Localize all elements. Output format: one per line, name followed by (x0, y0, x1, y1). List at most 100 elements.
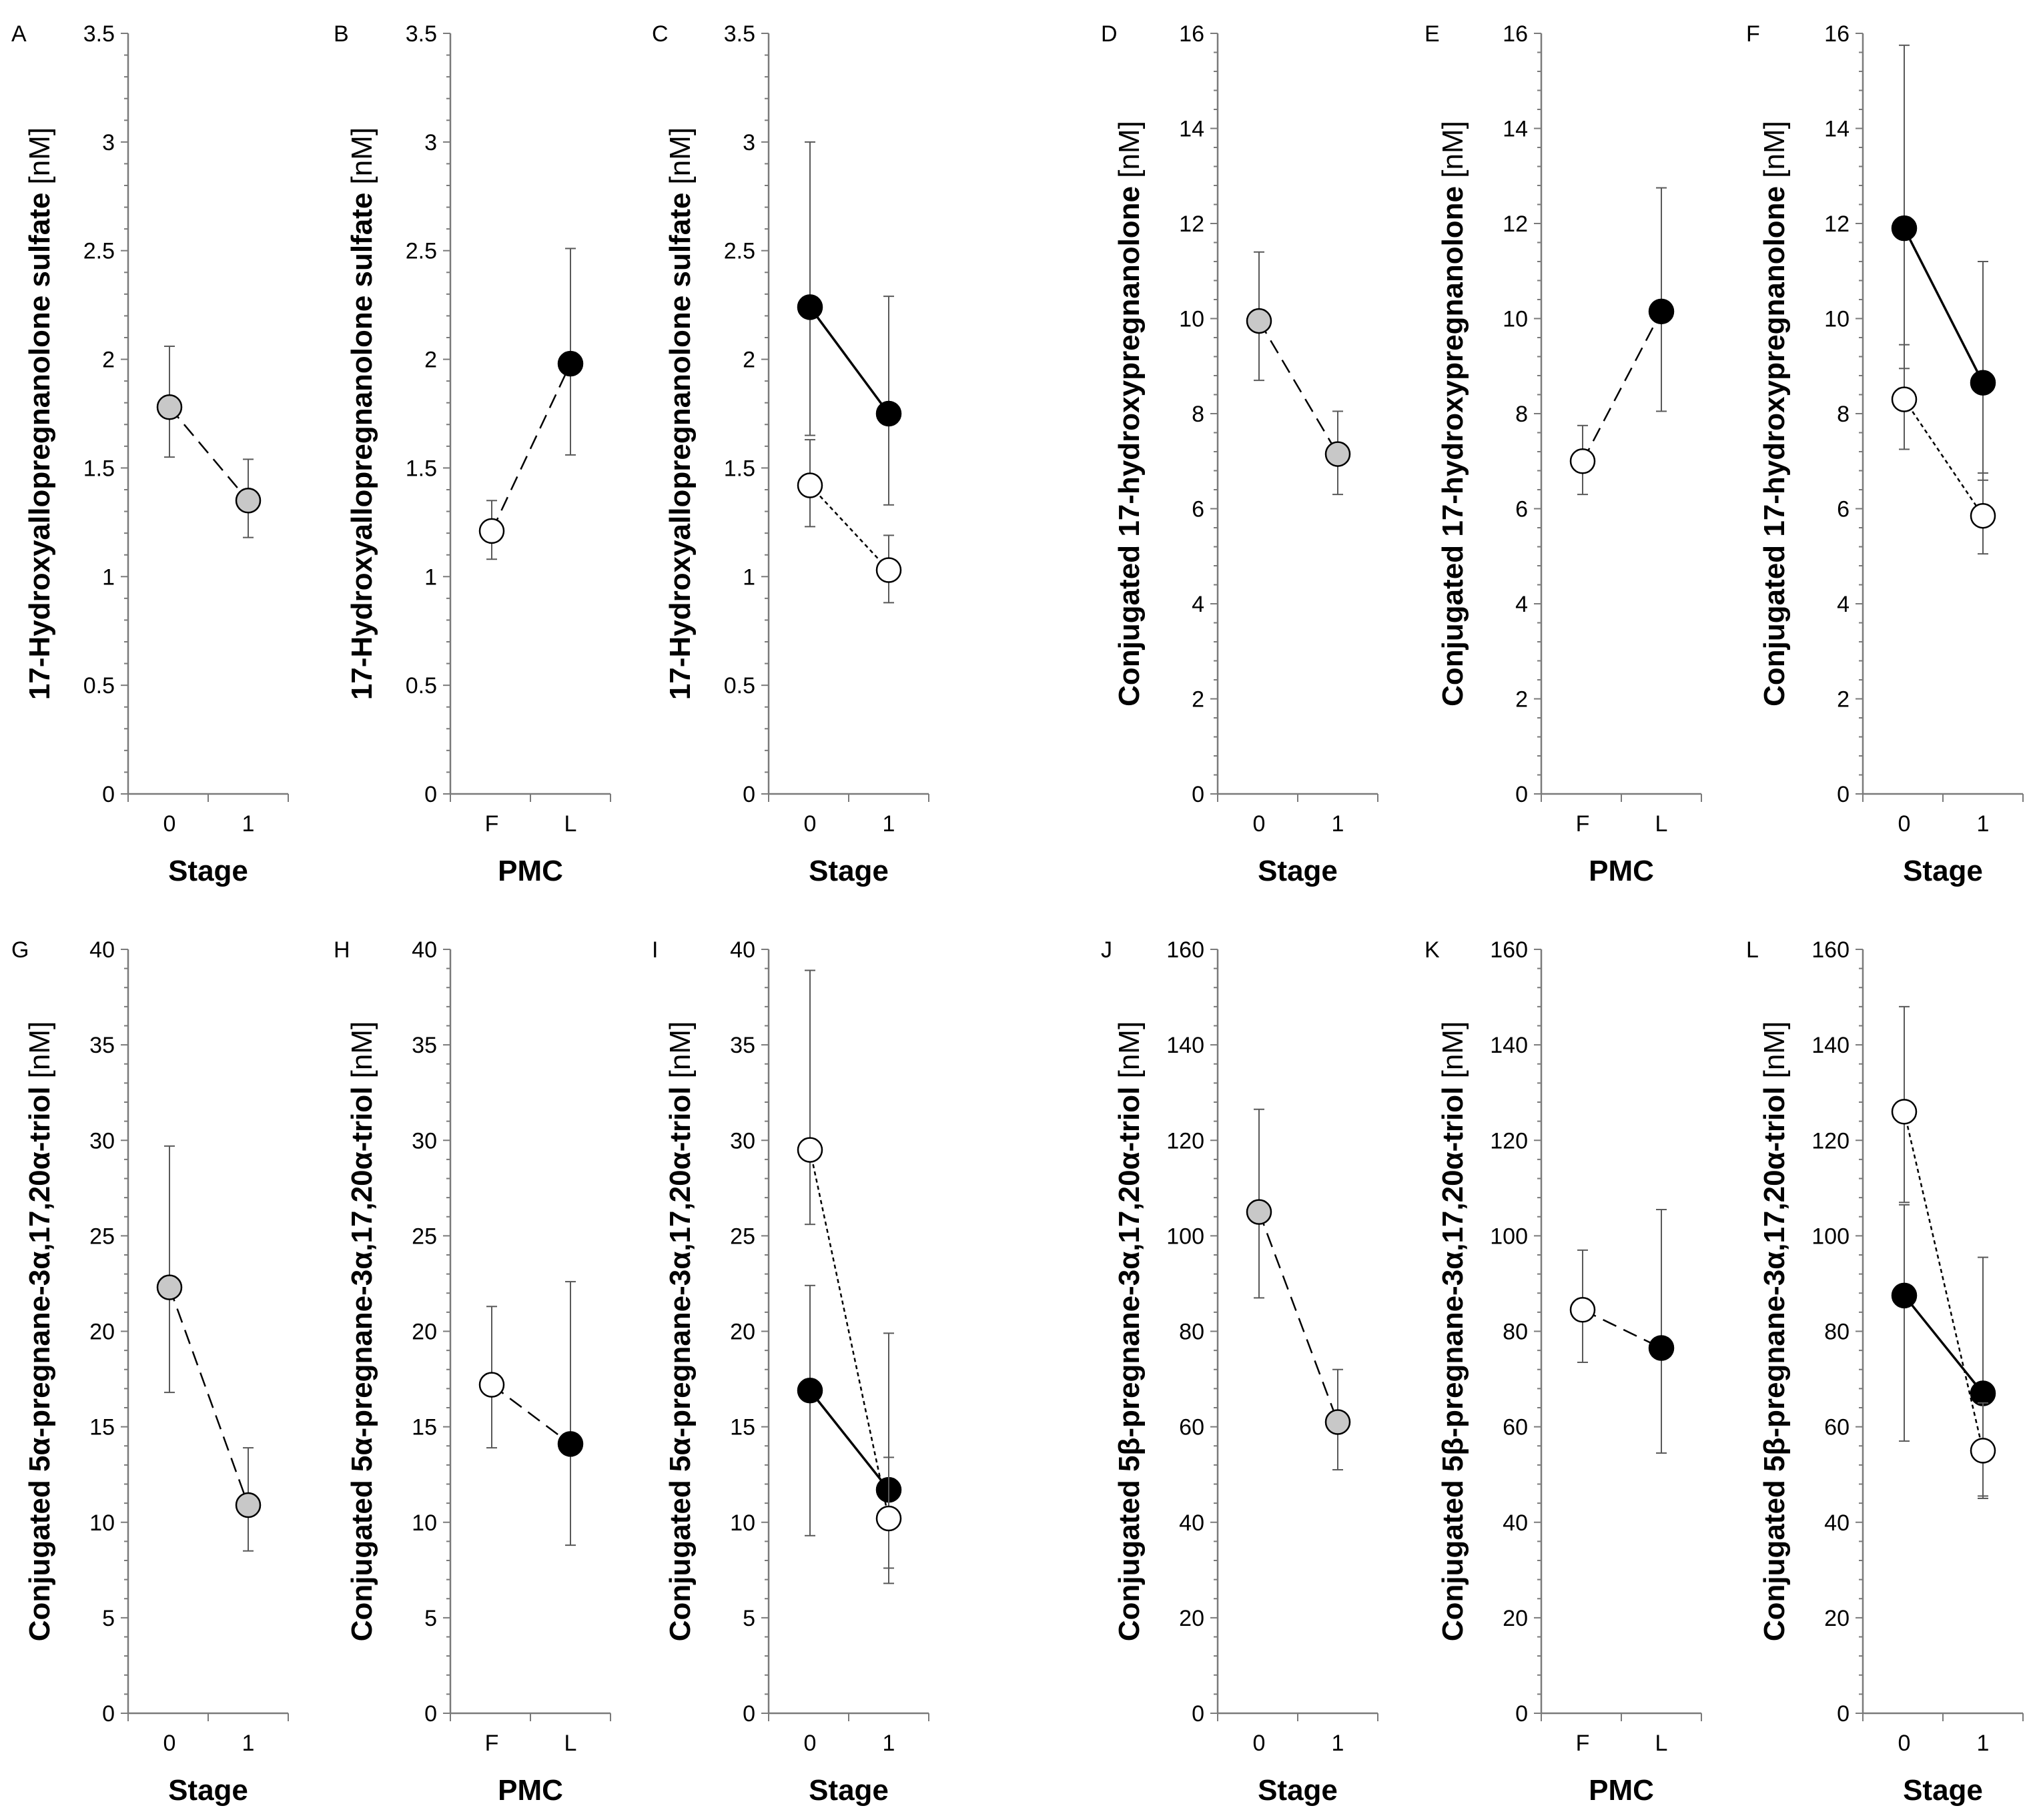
series-l (1891, 44, 1996, 481)
y-tick-label: 2 (1192, 687, 1204, 713)
y-tick-label: 1 (424, 564, 437, 590)
y-tick-label: 60 (1824, 1415, 1850, 1440)
y-tick-label: 80 (1824, 1320, 1850, 1345)
y-axis-space (1113, 1078, 1146, 1086)
y-axis-title: Conjugated 17-hydroxypregnanolone [nM] (1758, 121, 1791, 707)
x-axis-title: Stage (168, 1774, 248, 1807)
y-axis-title: Conjugated 5β-pregnane-3α,17,20α-triol [… (1437, 1021, 1469, 1641)
y-tick-label: 0 (102, 782, 115, 807)
y-tick-label: 20 (730, 1320, 755, 1345)
data-point (557, 350, 584, 377)
y-tick-label: 1 (102, 564, 115, 590)
y-tick-label: 2.5 (406, 239, 437, 264)
y-tick-label: 40 (412, 937, 437, 963)
series-line (1582, 1309, 1662, 1349)
y-axis-title: Conjugated 5α-pregnane-3α,17,20α-triol [… (346, 1021, 378, 1642)
x-tick-label: L (1655, 1731, 1668, 1756)
y-axis-label: Conjugated 17-hydroxypregnanolone (1758, 186, 1791, 707)
data-point (1648, 1335, 1675, 1361)
data-point (1648, 298, 1675, 325)
series-pmc (1569, 1209, 1675, 1454)
y-tick-label: 20 (1824, 1606, 1850, 1631)
series-line (491, 1384, 571, 1445)
y-axis-unit: [nM] (664, 127, 697, 185)
series-line (1903, 228, 1984, 384)
y-tick-label: 12 (1179, 211, 1204, 237)
x-axis-title: Stage (1258, 855, 1338, 887)
y-tick-label: 1.5 (83, 456, 115, 481)
y-axis-title: 17-Hydroxyallopregnanolone sulfate [nM] (664, 127, 697, 700)
y-axis-unit: [nM] (1437, 121, 1469, 178)
y-tick-label: 5 (743, 1606, 755, 1631)
x-tick-label: 0 (1253, 1731, 1266, 1756)
panel-letter: B (334, 21, 349, 47)
data-point (156, 394, 183, 420)
panel-letter: G (11, 937, 29, 963)
data-point (875, 557, 902, 583)
y-tick-label: 16 (1824, 21, 1850, 47)
panel-c: C 0 0.5 1 1.5 2 2.5 3 3.5 0 1 Stage 17-Hydroxyallopr… (652, 21, 929, 887)
series-line (809, 1150, 890, 1519)
data-point (156, 1274, 183, 1300)
panel-letter: I (652, 937, 658, 963)
y-tick-label: 10 (730, 1510, 755, 1536)
y-axis-label: Conjugated 17-hydroxypregnanolone (1113, 186, 1146, 707)
series-pmc (478, 1281, 584, 1546)
series-line (1903, 1111, 1984, 1451)
panel-j: J 0 20 40 60 80 100 120 140 160 0 1 Stage Conjugated … (1101, 937, 1378, 1807)
x-tick-label: F (485, 1731, 499, 1756)
panel-letter: D (1101, 21, 1118, 47)
x-tick-label: 1 (883, 1731, 895, 1756)
y-tick-label: 5 (424, 1606, 437, 1631)
x-tick-label: 1 (1977, 1731, 1990, 1756)
panel-letter: F (1746, 21, 1760, 47)
data-point (1891, 215, 1918, 242)
x-tick-label: 0 (1898, 811, 1911, 837)
x-tick-label: 1 (1332, 1731, 1344, 1756)
series-line (809, 306, 890, 415)
y-tick-label: 15 (412, 1415, 437, 1440)
y-axis-label: Conjugated 5α-pregnane-3α,17,20α-triol (23, 1087, 56, 1642)
y-tick-label: 30 (412, 1128, 437, 1154)
y-axis-unit: [nM] (1113, 121, 1146, 178)
data-point (1891, 386, 1918, 412)
y-axis-label: Conjugated 5α-pregnane-3α,17,20α-triol (664, 1087, 697, 1642)
y-tick-label: 20 (412, 1320, 437, 1345)
y-tick-label: 40 (1824, 1510, 1850, 1536)
y-axis-unit: [nM] (346, 1021, 378, 1079)
y-tick-label: 100 (1166, 1224, 1204, 1249)
series-all (156, 1145, 262, 1552)
y-tick-label: 10 (1824, 307, 1850, 332)
y-tick-label: 10 (89, 1510, 115, 1536)
y-tick-label: 0.5 (83, 673, 115, 699)
y-tick-label: 25 (89, 1224, 115, 1249)
series-line (1258, 1212, 1339, 1422)
y-tick-label: 0 (424, 782, 437, 807)
x-tick-label: L (564, 811, 577, 837)
x-axis-title: PMC (1589, 1774, 1654, 1807)
y-tick-label: 0.5 (406, 673, 437, 699)
y-axis-label: Conjugated 5α-pregnane-3α,17,20α-triol (346, 1087, 378, 1642)
y-tick-label: 5 (102, 1606, 115, 1631)
y-tick-label: 40 (1503, 1510, 1528, 1536)
y-axis-label: 17-Hydroxyallopregnanolone sulfate (23, 193, 56, 700)
y-tick-label: 20 (1503, 1606, 1528, 1631)
y-axis-title: Conjugated 5β-pregnane-3α,17,20α-triol [… (1113, 1021, 1146, 1641)
series-f (797, 969, 902, 1584)
data-point (1324, 441, 1351, 467)
y-axis-label: Conjugated 5β-pregnane-3α,17,20α-triol (1113, 1087, 1146, 1642)
panel-i: I 0 5 10 15 20 25 30 35 40 0 1 Stage Conjugated 5α-pr… (652, 937, 929, 1807)
x-axis-title: PMC (498, 1774, 563, 1807)
y-tick-label: 25 (730, 1224, 755, 1249)
y-tick-label: 10 (1503, 307, 1528, 332)
y-tick-label: 30 (730, 1128, 755, 1154)
series-l (797, 141, 902, 506)
y-tick-label: 20 (89, 1320, 115, 1345)
y-tick-label: 1 (743, 564, 755, 590)
y-tick-label: 100 (1490, 1224, 1528, 1249)
y-tick-label: 120 (1490, 1128, 1528, 1154)
y-tick-label: 40 (89, 937, 115, 963)
y-tick-label: 12 (1503, 211, 1528, 237)
y-axis-title: Conjugated 5α-pregnane-3α,17,20α-triol [… (23, 1021, 56, 1642)
x-tick-label: 1 (883, 811, 895, 837)
